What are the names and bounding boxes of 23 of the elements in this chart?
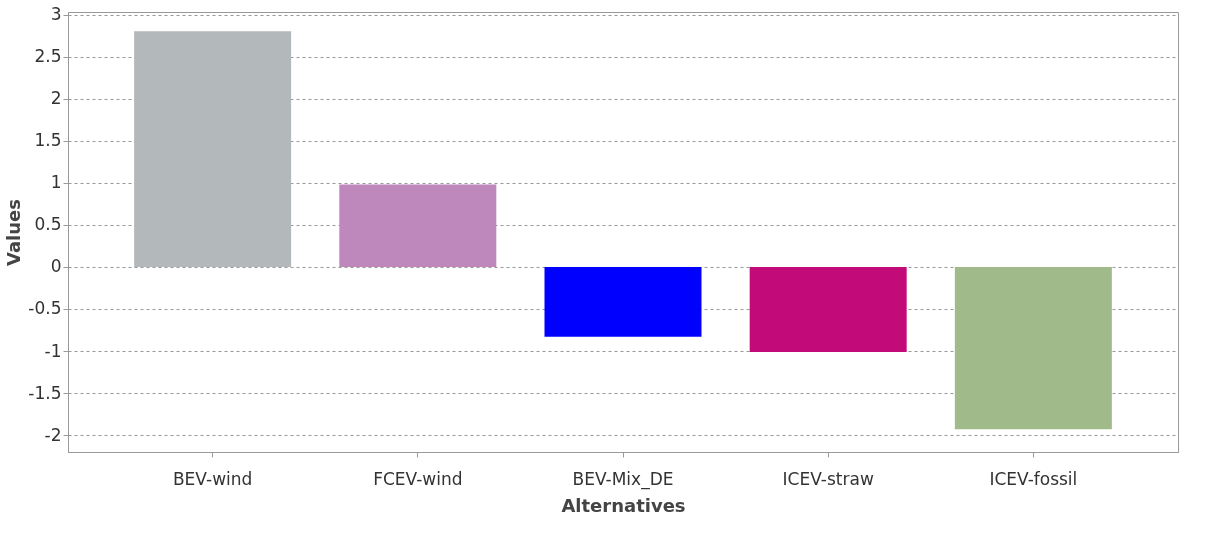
x-tick-label: BEV-wind bbox=[172, 468, 253, 489]
x-tick-label: ICEV-fossil bbox=[989, 468, 1078, 489]
x-tick-label: ICEV-straw bbox=[782, 468, 874, 489]
y-axis-title: Values bbox=[3, 199, 25, 266]
y-tick-label: -0.5 bbox=[28, 298, 62, 319]
y-tick-label: 2.5 bbox=[34, 46, 62, 67]
y-tick-label: 0 bbox=[50, 256, 62, 277]
y-tick-label: -1 bbox=[44, 340, 62, 361]
bar bbox=[954, 266, 1112, 430]
bar bbox=[339, 184, 497, 267]
y-tick-label: 0.5 bbox=[34, 214, 62, 235]
y-tick-label: 1 bbox=[50, 172, 62, 193]
bar bbox=[134, 31, 292, 267]
bar bbox=[544, 266, 702, 337]
bar bbox=[749, 266, 907, 352]
x-tick-label: BEV-Mix_DE bbox=[572, 468, 674, 490]
y-tick-label: 3 bbox=[50, 4, 62, 25]
y-tick-label: -2 bbox=[44, 424, 62, 445]
y-tick-label: 2 bbox=[50, 88, 62, 109]
y-tick-label: 1.5 bbox=[34, 130, 62, 151]
y-tick-label: -1.5 bbox=[28, 382, 62, 403]
x-tick-label: FCEV-wind bbox=[373, 468, 463, 489]
x-axis-title: Alternatives bbox=[561, 494, 686, 516]
